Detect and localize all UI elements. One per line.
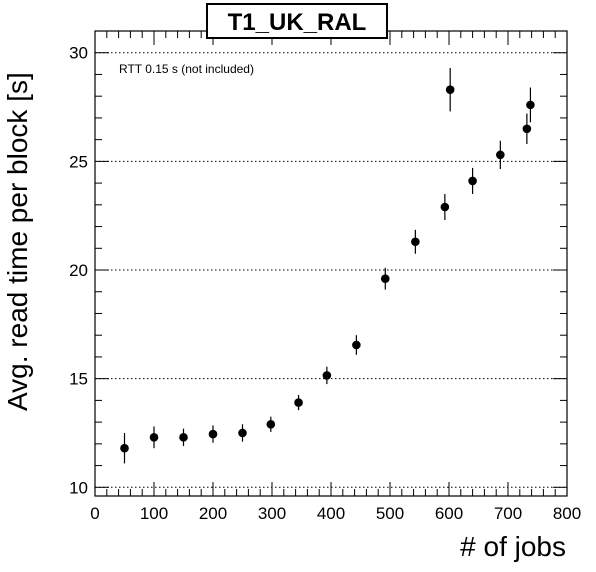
x-tick-label: 0 [90,504,99,523]
y-tick-label: 30 [69,44,88,63]
y-tick-label: 15 [69,370,88,389]
x-tick-label: 500 [376,504,404,523]
data-point [496,150,505,160]
x-tick-label: 300 [258,504,286,523]
plot-frame [94,30,568,497]
data-point [445,85,455,94]
grid-lines [95,52,567,488]
x-tick-label: 200 [199,504,227,523]
y-tick-label: 20 [69,261,88,280]
x-tick-label: 800 [553,504,581,523]
data-point [294,398,303,407]
y-tick-label: 10 [69,478,88,497]
data-point [440,202,450,212]
axis-ticks [94,30,568,496]
data-point [380,274,390,284]
data-points [120,67,535,464]
data-point [468,176,477,186]
data-point [179,433,188,442]
y-tick-label: 25 [69,152,88,171]
x-tick-label: 400 [317,504,345,523]
data-point [522,124,532,134]
x-axis-title: # of jobs [460,531,566,562]
data-point [208,429,218,439]
data-point [266,419,276,429]
x-tick-label: 600 [435,504,463,523]
data-point [238,428,247,438]
data-point [322,371,332,380]
data-point [149,433,159,442]
data-point [120,443,129,453]
title-box [206,3,388,39]
chart-title: T1_UK_RAL [228,9,367,36]
data-point [411,237,420,247]
annotation-text: RTT 0.15 s (not included) [119,62,254,76]
data-point [352,340,361,350]
x-tick-label: 700 [494,504,522,523]
data-point [526,100,535,110]
y-axis-title: Avg. read time per block [s] [2,72,33,411]
x-tick-label: 100 [140,504,168,523]
